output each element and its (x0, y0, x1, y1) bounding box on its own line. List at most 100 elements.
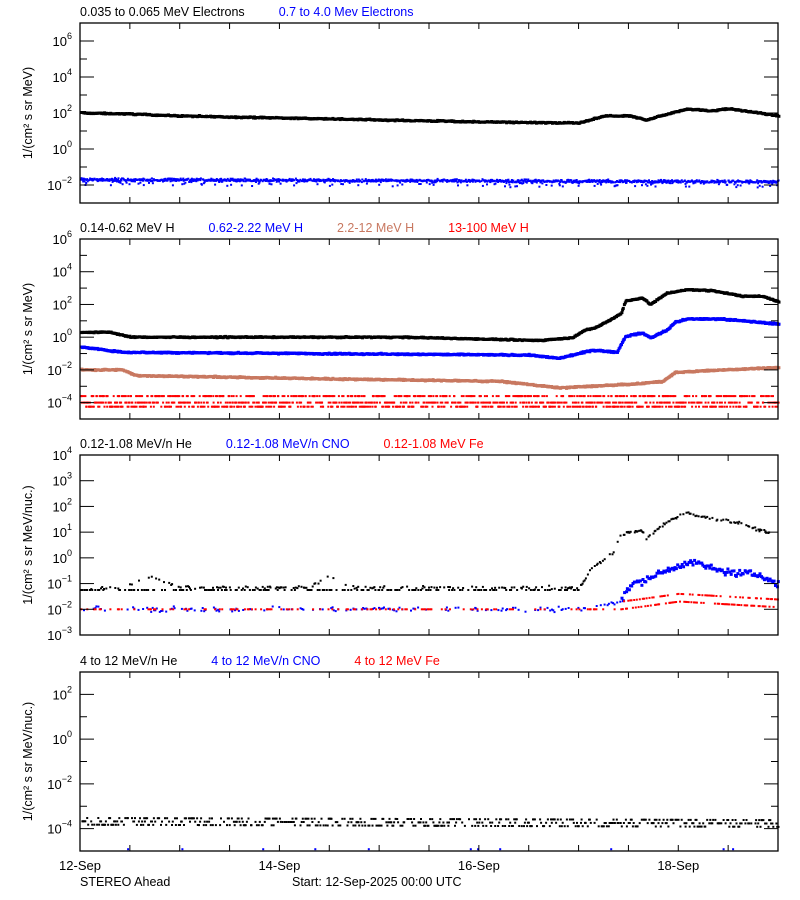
data-point (528, 179, 531, 182)
data-point (724, 181, 727, 184)
data-point (161, 395, 164, 398)
data-point (593, 184, 596, 187)
data-point (164, 177, 167, 180)
data-point (466, 184, 469, 187)
data-point (245, 178, 248, 181)
data-point (249, 178, 251, 181)
data-point (676, 179, 679, 182)
data-point (93, 177, 96, 180)
data-point (203, 179, 206, 182)
data-point (719, 180, 722, 183)
data-point (269, 395, 271, 398)
data-point (699, 182, 702, 185)
data-point (269, 401, 272, 404)
data-point (128, 183, 131, 186)
data-point (621, 179, 623, 182)
data-point (140, 405, 143, 408)
data-point (191, 395, 194, 398)
data-point (91, 177, 94, 180)
data-point (457, 184, 459, 187)
data-point (168, 405, 171, 408)
data-point (277, 395, 280, 398)
data-point (202, 395, 205, 398)
data-point (246, 395, 249, 398)
data-point (644, 180, 646, 183)
data-point (233, 405, 236, 408)
data-point (340, 183, 343, 185)
data-point (322, 178, 325, 181)
data-point (646, 184, 649, 187)
data-point (139, 401, 142, 404)
data-point (190, 395, 193, 398)
data-point (212, 395, 215, 398)
data-point (119, 181, 122, 184)
data-point (577, 184, 580, 187)
data-point (294, 177, 297, 180)
data-point (628, 180, 631, 182)
data-point (664, 179, 667, 182)
data-point (391, 185, 394, 188)
data-point (175, 395, 177, 398)
data-point (567, 178, 570, 181)
data-point (263, 401, 266, 404)
legend-entry: 0.62-2.22 MeV H (209, 221, 304, 235)
data-point (219, 395, 222, 398)
data-point (260, 179, 263, 182)
data-point (224, 401, 227, 404)
data-point (405, 180, 408, 183)
data-point (398, 179, 401, 182)
data-point (634, 185, 637, 188)
data-point (222, 179, 225, 182)
data-point (579, 180, 582, 183)
data-point (478, 180, 481, 183)
data-point (480, 180, 483, 183)
data-point (764, 180, 767, 182)
data-point (706, 180, 709, 183)
data-point (777, 300, 781, 304)
data-point (288, 401, 291, 404)
data-point (86, 180, 89, 183)
data-point (568, 180, 571, 183)
data-point (166, 405, 169, 408)
data-point (242, 401, 245, 404)
data-point (635, 181, 638, 184)
data-point (220, 395, 223, 398)
data-point (133, 178, 136, 181)
data-point (229, 179, 232, 182)
data-point (95, 395, 98, 398)
data-point (544, 180, 547, 183)
data-point (193, 395, 196, 398)
data-point (523, 179, 526, 182)
data-point (671, 182, 674, 185)
data-point (622, 337, 626, 341)
data-point (215, 179, 218, 182)
data-point (91, 405, 94, 408)
data-point (137, 182, 140, 185)
data-point (113, 405, 116, 408)
data-point (351, 180, 354, 183)
data-point (737, 179, 740, 182)
data-point (295, 182, 298, 185)
data-point (88, 179, 90, 182)
data-point (478, 179, 481, 182)
data-point (508, 180, 511, 183)
data-point (582, 180, 585, 183)
data-point (167, 395, 170, 398)
legend-entry: 0.14-0.62 MeV H (80, 221, 175, 235)
data-point (258, 180, 261, 183)
data-point (128, 401, 131, 404)
data-point (125, 181, 128, 184)
data-point (212, 401, 215, 404)
data-point (337, 179, 340, 182)
data-point (654, 300, 658, 303)
data-point (384, 178, 387, 181)
data-point (267, 401, 270, 404)
data-point (667, 180, 670, 183)
data-point (620, 343, 623, 346)
data-point (249, 395, 252, 398)
data-point (464, 178, 467, 181)
data-point (211, 405, 214, 408)
data-point (184, 181, 187, 184)
legend: 0.14-0.62 MeV H 0.62-2.22 MeV H 2.2-12 MeV… (80, 221, 529, 235)
